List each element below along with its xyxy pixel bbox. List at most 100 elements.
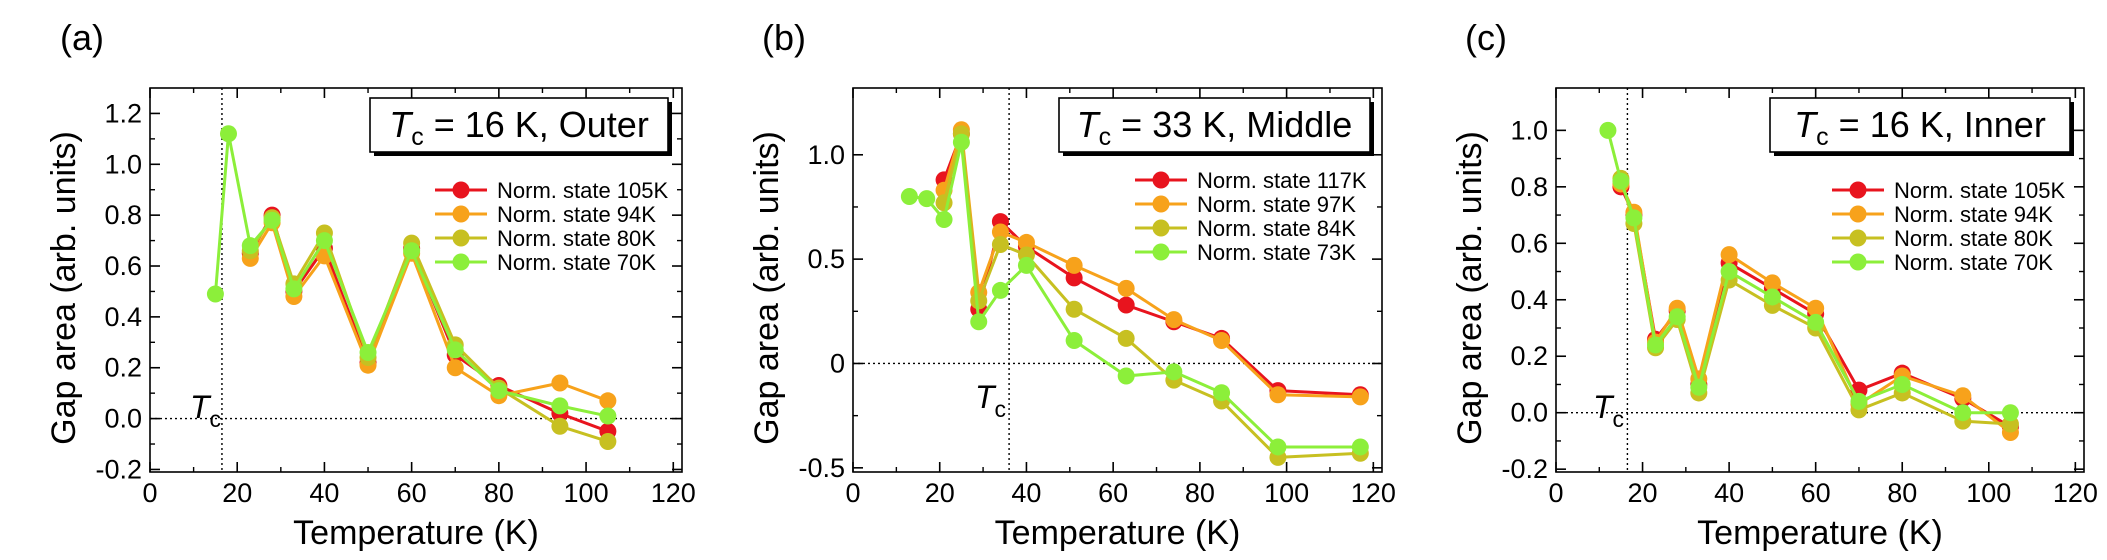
data-point (1117, 296, 1135, 314)
y-tick-label: 0.4 (104, 302, 142, 332)
data-point (1599, 121, 1617, 139)
tc-label: Tc (1593, 389, 1624, 432)
legend-label: Norm. state 94K (1894, 202, 2053, 227)
legend-label: Norm. state 105K (497, 178, 669, 203)
legend-marker (1849, 181, 1867, 199)
panel-title: Tc = 16 K, Outer (389, 104, 649, 151)
plot-frame (1555, 87, 2085, 473)
y-tick-label: 0.5 (807, 244, 845, 274)
chart-panel-1: (a) 0 20 40 60 80 100 120 -0.2 0.0 0.2 0.4 0.6 0.8 1.0… (45, 17, 696, 552)
y-tick-label: 0.6 (104, 251, 142, 281)
data-point (315, 232, 333, 250)
y-tick-label: 0.4 (1510, 285, 1548, 315)
y-tick-label: -0.5 (798, 453, 845, 483)
x-tick-label: 80 (484, 478, 514, 508)
legend-label: Norm. state 73K (1197, 240, 1356, 265)
data-point (1763, 274, 1781, 292)
y-tick-label: 0.2 (1510, 341, 1548, 371)
data-point (1065, 256, 1083, 274)
data-point (551, 417, 569, 435)
legend-label: Norm. state 70K (497, 250, 656, 275)
y-tick-label: 0 (830, 348, 845, 378)
x-tick-label: 0 (845, 478, 860, 508)
legend-marker (1849, 205, 1867, 223)
data-point (551, 374, 569, 392)
legend-marker (1849, 229, 1867, 247)
data-point (1807, 299, 1825, 317)
x-tick-label: 100 (1966, 478, 2011, 508)
x-axis-label: Temperature (K) (995, 514, 1241, 552)
legend-marker (1152, 171, 1170, 189)
data-point (1351, 388, 1369, 406)
data-point (991, 236, 1009, 254)
y-tick-label: 1.0 (104, 149, 142, 179)
data-point (206, 285, 224, 303)
series-line (213, 132, 609, 418)
y-tick-label: -0.2 (1501, 454, 1548, 484)
legend-label: Norm. state 70K (1894, 250, 2053, 275)
data-point (1668, 308, 1686, 326)
x-tick-label: 120 (2053, 478, 2098, 508)
legend-label: Norm. state 80K (497, 226, 656, 251)
data-point (1065, 269, 1083, 287)
legend-label: Norm. state 97K (1197, 192, 1356, 217)
x-tick-label: 80 (1185, 478, 1215, 508)
legend-label: Norm. state 117K (1197, 168, 1367, 193)
legend-label: Norm. state 94K (497, 202, 656, 227)
tc-label: Tc (190, 389, 221, 432)
data-point (1165, 363, 1183, 381)
data-point (1625, 209, 1643, 227)
chart-panel-3: (c) 0 20 40 60 80 100 120 -0.2 0.0 0.2 0.4 0.6 0.8 1.0… (1451, 17, 2098, 552)
data-point (1647, 336, 1665, 354)
legend-marker (452, 229, 470, 247)
y-tick-label: 0.6 (1510, 228, 1548, 258)
x-tick-label: 100 (1264, 478, 1309, 508)
data-point (599, 392, 617, 410)
data-point (1213, 332, 1231, 350)
legend-label: Norm. state 84K (1197, 216, 1356, 241)
x-tick-label: 40 (309, 478, 339, 508)
data-point (599, 407, 617, 425)
x-tick-label: 40 (1714, 478, 1744, 508)
y-axis-label: Gap area (arb. units) (1451, 131, 1489, 445)
data-point (2001, 404, 2019, 422)
plot-frame (852, 87, 1383, 473)
y-tick-label: 1.0 (807, 140, 845, 170)
data-point (1117, 329, 1135, 347)
data-point (1807, 313, 1825, 331)
panel-title: Tc = 16 K, Inner (1794, 104, 2046, 151)
data-point (970, 313, 988, 331)
data-point (991, 223, 1009, 241)
legend-marker (452, 205, 470, 223)
data-point (263, 211, 281, 229)
series-4 (206, 125, 617, 425)
legend-marker (452, 181, 470, 199)
data-point (219, 125, 237, 143)
legend-marker (452, 253, 470, 271)
data-point (403, 242, 421, 260)
chart-panel-2: (b)0 20 40 60 80 100 120-0.500.51.0Temperature… (748, 17, 1396, 552)
x-tick-label: 60 (1801, 478, 1831, 508)
series-line (249, 221, 609, 403)
x-tick-label: 20 (925, 478, 955, 508)
data-point (285, 280, 303, 298)
data-point (1269, 386, 1287, 404)
y-tick-label: 0.8 (1510, 172, 1548, 202)
y-tick-label: 1.2 (104, 98, 142, 128)
data-point (1720, 263, 1738, 281)
plot-frame (149, 87, 683, 473)
x-tick-label: 120 (651, 478, 696, 508)
x-tick-label: 40 (1011, 478, 1041, 508)
panel-label: (a) (60, 17, 104, 58)
data-point (918, 190, 936, 208)
x-axis-label: Temperature (K) (1697, 514, 1943, 552)
data-point (446, 341, 464, 359)
legend-marker (1152, 195, 1170, 213)
data-point (1954, 387, 1972, 405)
data-point (1351, 438, 1369, 456)
data-point (359, 343, 377, 361)
x-axis-label: Temperature (K) (293, 514, 539, 552)
y-axis-label: Gap area (arb. units) (748, 131, 786, 445)
